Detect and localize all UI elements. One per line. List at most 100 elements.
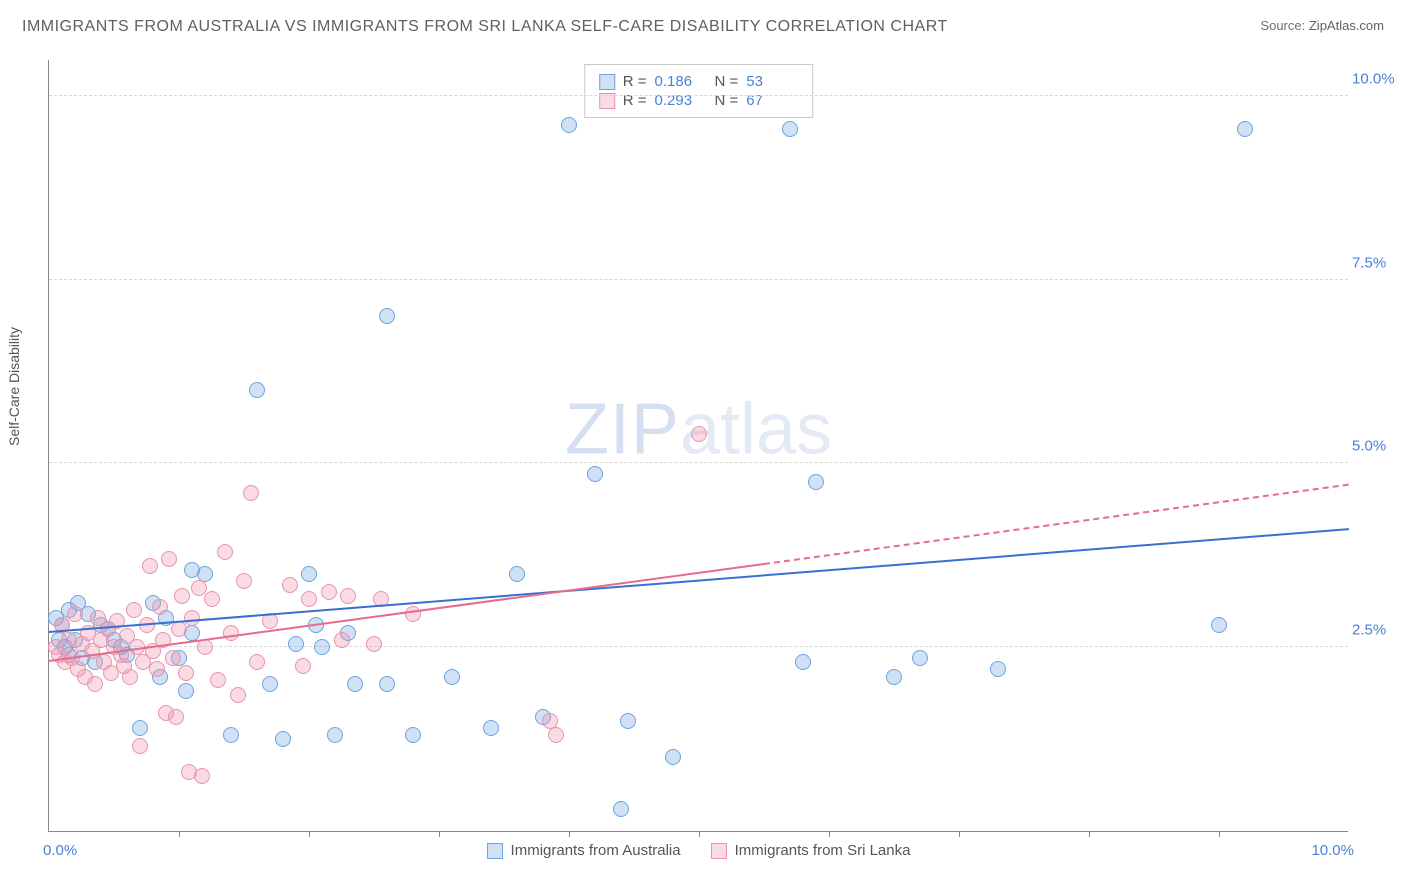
scatter-point-series-2 (243, 485, 259, 501)
source-attribution: Source: ZipAtlas.com (1260, 18, 1384, 33)
scatter-point-series-2 (184, 610, 200, 626)
legend-swatch-series-1 (487, 843, 503, 859)
scatter-point-series-2 (236, 573, 252, 589)
gridline-h (49, 279, 1348, 280)
x-tick-mark (699, 831, 700, 837)
legend-label-series-2: Immigrants from Sri Lanka (735, 842, 911, 859)
r-label: R = (623, 73, 647, 90)
scatter-point-series-2 (249, 654, 265, 670)
x-tick-mark (569, 831, 570, 837)
legend-row-series-1: R = 0.186 N = 53 (599, 73, 799, 90)
scatter-point-series-2 (142, 558, 158, 574)
scatter-point-series-2 (295, 658, 311, 674)
x-tick-mark (1089, 831, 1090, 837)
scatter-point-series-2 (217, 544, 233, 560)
r-value-series-1: 0.186 (655, 73, 707, 90)
scatter-point-series-1 (262, 676, 278, 692)
x-tick-mark (179, 831, 180, 837)
x-tick-mark (1219, 831, 1220, 837)
scatter-point-series-1 (223, 727, 239, 743)
scatter-point-series-2 (548, 727, 564, 743)
scatter-point-series-2 (405, 606, 421, 622)
legend-swatch-series-1 (599, 74, 615, 90)
scatter-point-series-2 (542, 713, 558, 729)
gridline-h (49, 95, 1348, 96)
scatter-point-series-1 (1211, 617, 1227, 633)
scatter-point-series-1 (990, 661, 1006, 677)
scatter-point-series-1 (347, 676, 363, 692)
y-tick-label: 7.5% (1352, 254, 1398, 271)
scatter-point-series-2 (171, 621, 187, 637)
scatter-point-series-2 (223, 625, 239, 641)
scatter-point-series-1 (301, 566, 317, 582)
x-tick-mark (959, 831, 960, 837)
series-legend: Immigrants from Australia Immigrants fro… (487, 842, 911, 859)
scatter-point-series-1 (178, 683, 194, 699)
scatter-point-series-2 (230, 687, 246, 703)
scatter-point-series-2 (366, 636, 382, 652)
scatter-point-series-1 (587, 466, 603, 482)
scatter-plot-area: ZIPatlas R = 0.186 N = 53 R = 0.293 N = … (48, 60, 1348, 832)
scatter-point-series-1 (275, 731, 291, 747)
scatter-point-series-2 (149, 661, 165, 677)
scatter-point-series-1 (379, 676, 395, 692)
x-axis-min-label: 0.0% (43, 842, 77, 859)
x-tick-mark (439, 831, 440, 837)
scatter-point-series-1 (561, 117, 577, 133)
scatter-point-series-1 (483, 720, 499, 736)
legend-item-series-2: Immigrants from Sri Lanka (711, 842, 911, 859)
scatter-point-series-1 (795, 654, 811, 670)
scatter-point-series-1 (249, 382, 265, 398)
scatter-point-series-1 (665, 749, 681, 765)
scatter-point-series-2 (132, 738, 148, 754)
source-value: ZipAtlas.com (1309, 18, 1384, 33)
scatter-point-series-1 (327, 727, 343, 743)
n-value-series-1: 53 (746, 73, 798, 90)
scatter-point-series-2 (161, 551, 177, 567)
scatter-point-series-1 (808, 474, 824, 490)
scatter-point-series-1 (782, 121, 798, 137)
scatter-point-series-2 (165, 650, 181, 666)
scatter-point-series-2 (204, 591, 220, 607)
scatter-point-series-1 (379, 308, 395, 324)
scatter-point-series-2 (122, 669, 138, 685)
legend-label-series-1: Immigrants from Australia (511, 842, 681, 859)
scatter-point-series-1 (1237, 121, 1253, 137)
scatter-point-series-1 (288, 636, 304, 652)
scatter-point-series-1 (620, 713, 636, 729)
source-label: Source: (1260, 18, 1305, 33)
x-tick-mark (829, 831, 830, 837)
scatter-point-series-2 (152, 599, 168, 615)
scatter-point-series-1 (444, 669, 460, 685)
scatter-point-series-2 (194, 768, 210, 784)
scatter-point-series-2 (340, 588, 356, 604)
chart-title: IMMIGRANTS FROM AUSTRALIA VS IMMIGRANTS … (22, 18, 948, 36)
watermark-bold: ZIP (565, 389, 680, 469)
gridline-h (49, 646, 1348, 647)
scatter-point-series-1 (132, 720, 148, 736)
scatter-point-series-2 (321, 584, 337, 600)
scatter-point-series-2 (210, 672, 226, 688)
scatter-point-series-2 (67, 606, 83, 622)
scatter-point-series-1 (886, 669, 902, 685)
y-axis-label: Self-Care Disability (6, 327, 22, 446)
x-axis-max-label: 10.0% (1311, 842, 1354, 859)
scatter-point-series-2 (87, 676, 103, 692)
gridline-h (49, 462, 1348, 463)
scatter-point-series-2 (178, 665, 194, 681)
x-tick-mark (309, 831, 310, 837)
scatter-point-series-1 (197, 566, 213, 582)
n-label: N = (715, 73, 739, 90)
y-tick-label: 2.5% (1352, 622, 1398, 639)
legend-item-series-1: Immigrants from Australia (487, 842, 681, 859)
scatter-point-series-2 (282, 577, 298, 593)
scatter-point-series-1 (314, 639, 330, 655)
scatter-point-series-1 (405, 727, 421, 743)
scatter-point-series-2 (168, 709, 184, 725)
scatter-point-series-2 (691, 426, 707, 442)
scatter-point-series-1 (509, 566, 525, 582)
correlation-legend: R = 0.186 N = 53 R = 0.293 N = 67 (584, 64, 814, 118)
scatter-point-series-1 (613, 801, 629, 817)
scatter-point-series-2 (334, 632, 350, 648)
y-tick-label: 10.0% (1352, 70, 1398, 87)
